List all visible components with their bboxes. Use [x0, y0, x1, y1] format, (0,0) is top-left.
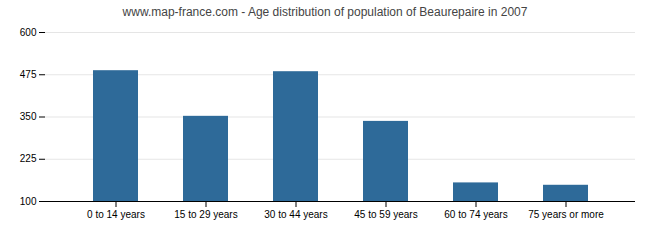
- svg-text:475: 475: [20, 69, 37, 80]
- svg-text:600: 600: [20, 27, 37, 38]
- svg-text:0 to 14 years: 0 to 14 years: [87, 209, 145, 220]
- html-text:www.map-france.com - Age distr: www.map-france.com - Age distribution of…: [122, 5, 528, 19]
- svg-text:350: 350: [20, 111, 37, 122]
- svg-text:100: 100: [20, 196, 37, 207]
- svg-text:225: 225: [20, 153, 37, 164]
- svg-text:75 years or more: 75 years or more: [528, 209, 604, 220]
- svg-text:15 to 29 years: 15 to 29 years: [174, 209, 237, 220]
- svg-text:60 to 74 years: 60 to 74 years: [444, 209, 507, 220]
- svg-text:30 to 44 years: 30 to 44 years: [264, 209, 327, 220]
- svg-text:45 to 59 years: 45 to 59 years: [354, 209, 417, 220]
